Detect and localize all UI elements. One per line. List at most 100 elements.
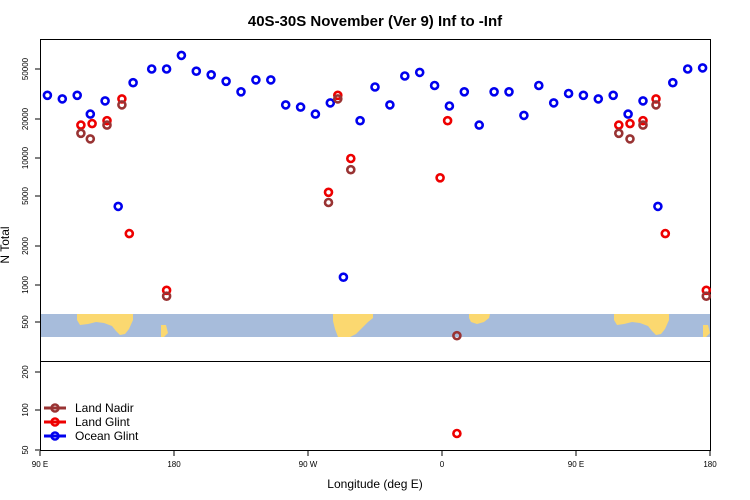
y-tick-label: 20000 <box>21 107 30 130</box>
y-tick: 50000 <box>21 57 40 80</box>
point-ocean-glint <box>697 63 708 73</box>
point-ocean-glint <box>176 50 187 61</box>
point-ocean-glint <box>161 64 172 74</box>
point-ocean-glint <box>206 70 216 80</box>
point-land-nadir <box>625 134 635 144</box>
point-ocean-glint <box>325 98 336 108</box>
chart-title: 40S-30S November (Ver 9) Inf to -Inf <box>248 13 503 30</box>
point-ocean-glint <box>667 77 678 88</box>
point-land-glint <box>638 115 648 126</box>
point-land-glint <box>76 120 86 130</box>
point-land-glint <box>323 187 334 198</box>
point-ocean-glint <box>548 98 559 108</box>
point-land-nadir <box>76 128 86 139</box>
point-ocean-glint <box>459 87 470 97</box>
point-ocean-glint <box>429 80 440 91</box>
south-america-landmass <box>333 314 373 337</box>
point-ocean-glint <box>504 87 514 97</box>
x-tick: 0 <box>440 451 445 469</box>
x-tick: 180 <box>703 451 717 469</box>
point-ocean-glint <box>113 201 123 212</box>
point-ocean-glint <box>444 101 455 111</box>
point-land-nadir <box>332 94 343 104</box>
point-ocean-glint <box>593 94 604 104</box>
y-tick-label: 200 <box>21 365 30 379</box>
point-ocean-glint <box>236 87 246 97</box>
map-ocean <box>41 314 710 337</box>
plot-frame <box>40 39 711 451</box>
point-ocean-glint <box>57 94 68 104</box>
y-tick-label: 5000 <box>21 187 30 205</box>
point-ocean-glint <box>72 90 82 101</box>
point-ocean-glint <box>533 80 544 91</box>
legend-label: Land Glint <box>75 415 130 429</box>
tasmania-landmass <box>161 325 168 337</box>
point-ocean-glint <box>653 201 663 212</box>
bottom-panel-frame <box>40 361 711 451</box>
point-ocean-glint <box>385 100 395 110</box>
point-land-glint <box>442 115 453 126</box>
legend-label: Land Nadir <box>75 401 134 415</box>
y-tick-label: 500 <box>21 315 30 329</box>
y-tick-label: 50000 <box>21 57 30 80</box>
point-ocean-glint <box>85 109 96 119</box>
point-ocean-glint <box>414 67 425 78</box>
africa-landmass <box>469 314 490 324</box>
y-tick: 5000 <box>21 187 40 205</box>
point-ocean-glint <box>251 75 261 85</box>
x-tick: 90 E <box>32 451 48 469</box>
point-land-nadir <box>85 134 96 144</box>
x-tick: 180 <box>167 451 181 469</box>
legend-label: Ocean Glint <box>75 429 139 443</box>
y-tick: 10000 <box>21 146 40 169</box>
y-axis-bottom: 50 100 200 <box>21 365 40 454</box>
y-tick-label: 50 <box>21 445 30 454</box>
y-tick: 2000 <box>21 237 40 255</box>
point-ocean-glint <box>128 77 138 88</box>
point-ocean-glint <box>623 109 633 119</box>
legend-entry-ocean-glint: Ocean Glint <box>44 429 139 443</box>
point-land-nadir <box>345 164 356 175</box>
point-ocean-glint <box>563 88 574 99</box>
x-axis-label: Longitude (deg E) <box>327 477 422 491</box>
y-tick-label: 100 <box>21 403 30 417</box>
y-tick: 200 <box>21 365 40 379</box>
australia-landmass-repeat <box>614 314 669 335</box>
point-land-glint <box>345 153 356 164</box>
point-land-nadir <box>117 100 127 110</box>
y-tick: 100 <box>21 403 40 417</box>
point-ocean-glint <box>295 102 306 112</box>
australia-landmass <box>77 314 133 335</box>
point-land-glint <box>124 228 135 239</box>
point-land-nadir <box>613 128 624 139</box>
point-land-glint <box>332 90 343 101</box>
y-axis-label: N Total <box>0 226 12 263</box>
y-axis-top: 500 1000 2000 5000 10000 20000 50000 <box>21 57 40 329</box>
point-ocean-glint <box>355 115 365 126</box>
y-tick-label: 10000 <box>21 146 30 169</box>
point-ocean-glint <box>474 120 485 130</box>
point-ocean-glint <box>399 71 410 81</box>
top-panel-frame <box>40 39 711 362</box>
point-land-glint <box>660 228 671 239</box>
x-tick-label: 90 W <box>299 460 318 469</box>
x-tick-label: 180 <box>703 460 717 469</box>
legend: Land Nadir Land Glint Ocean Glint <box>44 401 139 443</box>
point-ocean-glint <box>310 109 321 119</box>
point-ocean-glint <box>146 64 157 74</box>
point-land-nadir <box>452 330 462 341</box>
y-tick-label: 1000 <box>21 276 30 294</box>
x-tick-label: 180 <box>167 460 181 469</box>
legend-entry-land-glint: Land Glint <box>44 415 130 429</box>
point-ocean-glint <box>519 110 529 121</box>
point-land-nadir <box>161 291 172 302</box>
point-land-nadir <box>701 291 712 302</box>
tasmania-landmass-repeat <box>703 325 710 337</box>
point-ocean-glint <box>265 75 276 85</box>
point-land-nadir <box>651 100 661 110</box>
x-tick-label: 90 E <box>32 460 48 469</box>
point-ocean-glint <box>280 100 291 110</box>
point-land-nadir <box>323 197 334 208</box>
x-tick-label: 90 E <box>568 460 584 469</box>
